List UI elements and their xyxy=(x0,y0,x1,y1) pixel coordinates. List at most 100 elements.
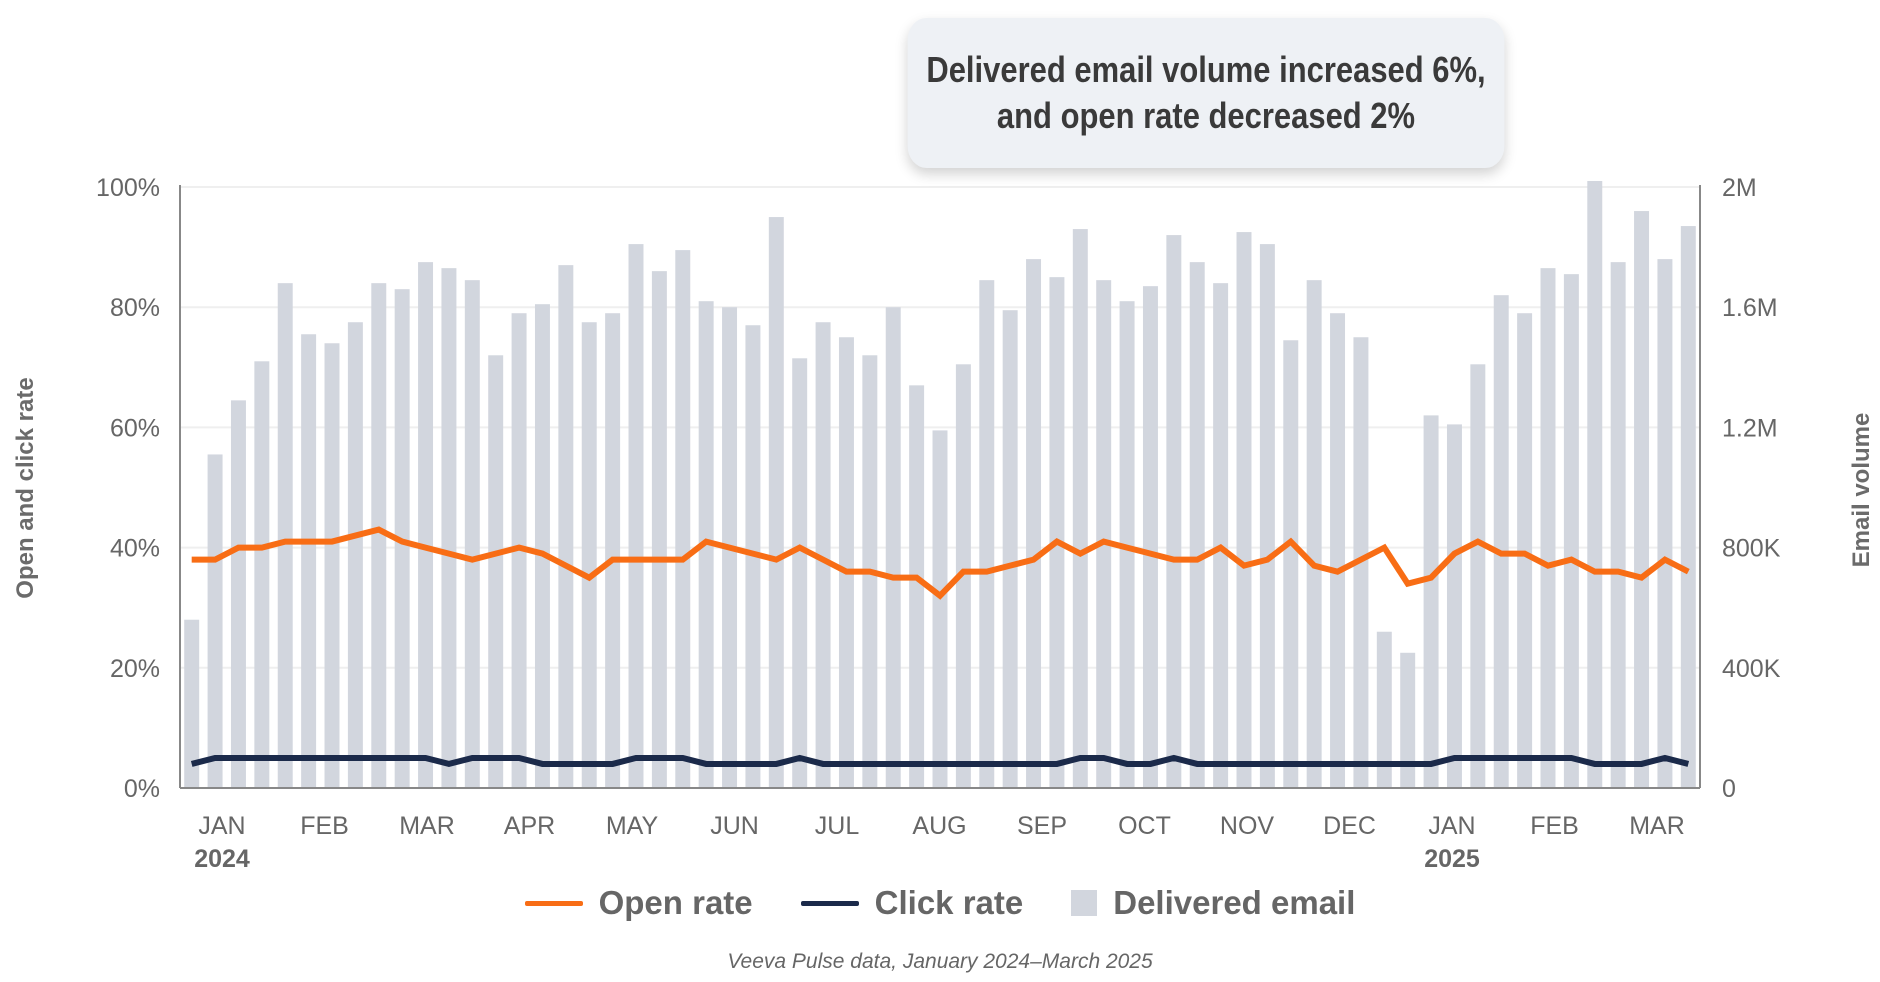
bar-delivered-email xyxy=(651,271,667,788)
bar-delivered-email xyxy=(1259,244,1275,789)
bar-delivered-email xyxy=(418,262,434,788)
year-label: 2024 xyxy=(194,845,250,873)
y2-axis-label: Email volume xyxy=(1848,412,1875,568)
y2-tick-label: 1.2M xyxy=(1722,414,1778,442)
bar-delivered-email xyxy=(1540,268,1556,788)
x-tick-label: JUL xyxy=(815,812,860,840)
bar-delivered-email xyxy=(979,280,995,788)
bar-delivered-email xyxy=(1610,262,1626,788)
bar-delivered-email xyxy=(1680,226,1696,788)
x-tick-label: JAN xyxy=(1428,812,1475,840)
bar-delivered-email xyxy=(324,343,340,788)
y-tick-label: 20% xyxy=(110,655,160,683)
bar-delivered-email xyxy=(558,265,574,788)
bar-delivered-email xyxy=(230,400,246,788)
click-rate-swatch xyxy=(800,900,859,906)
bar-delivered-email xyxy=(955,364,971,788)
bar-delivered-email xyxy=(909,385,925,788)
x-tick-label: OCT xyxy=(1118,812,1171,840)
legend-label: Delivered email xyxy=(1113,884,1356,921)
x-tick-label: JUN xyxy=(710,812,759,840)
legend-delivered-email[interactable]: Delivered email xyxy=(1071,884,1355,922)
y-tick-label: 60% xyxy=(110,414,160,442)
y2-tick-label: 800K xyxy=(1722,535,1781,563)
bar-delivered-email xyxy=(301,334,317,788)
bar-delivered-email xyxy=(768,217,784,789)
bar-delivered-email xyxy=(1213,283,1229,788)
legend-click-rate[interactable]: Click rate xyxy=(800,884,1024,922)
bar-delivered-email xyxy=(1142,286,1158,788)
bar-delivered-email xyxy=(605,313,621,788)
x-tick-label: MAR xyxy=(399,812,455,840)
y-tick-label: 0% xyxy=(124,775,160,803)
bar-delivered-email xyxy=(1446,424,1462,788)
bar-delivered-email xyxy=(628,244,644,789)
legend-open-rate[interactable]: Open rate xyxy=(524,884,753,922)
bar-delivered-email xyxy=(581,322,597,788)
bar-delivered-email xyxy=(885,307,901,788)
open-rate-swatch xyxy=(524,900,583,906)
bar-delivered-email xyxy=(254,361,270,788)
bar-delivered-email xyxy=(1400,652,1416,788)
source-note: Veeva Pulse data, January 2024–March 202… xyxy=(727,950,1153,973)
x-tick-label: AUG xyxy=(912,812,966,840)
bar-delivered-email xyxy=(347,322,363,788)
bar-delivered-email xyxy=(1493,295,1509,788)
bar-delivered-email xyxy=(792,358,808,788)
y-tick-label: 40% xyxy=(110,535,160,563)
bar-delivered-email xyxy=(1072,229,1088,788)
y2-tick-label: 1.6M xyxy=(1722,294,1778,322)
bar-delivered-email xyxy=(1002,310,1018,788)
legend: Open rate Click rate Delivered email xyxy=(0,884,1880,922)
bar-delivered-email xyxy=(464,280,480,788)
bar-delivered-email xyxy=(488,355,504,788)
x-tick-label: MAR xyxy=(1629,812,1685,840)
bar-delivered-email xyxy=(1563,274,1579,788)
bar-delivered-email xyxy=(277,283,293,788)
callout-line-2: and open rate decreased 2% xyxy=(996,95,1416,136)
bar-delivered-email xyxy=(1423,415,1439,788)
bar-delivered-email xyxy=(1517,313,1533,788)
bar-delivered-email xyxy=(1026,259,1042,788)
bar-delivered-email xyxy=(1283,340,1299,788)
x-tick-label: FEB xyxy=(300,812,349,840)
y-axis-label: Open and click rate xyxy=(12,377,39,599)
delivered-email-swatch xyxy=(1071,890,1098,916)
bar-delivered-email xyxy=(534,304,550,788)
x-tick-label: FEB xyxy=(1530,812,1579,840)
bar-delivered-email xyxy=(932,430,948,788)
bar-delivered-email xyxy=(838,337,854,788)
bar-delivered-email xyxy=(441,268,457,788)
bar-delivered-email xyxy=(1634,211,1650,789)
y-tick-label: 100% xyxy=(96,174,160,202)
bar-delivered-email xyxy=(1330,313,1346,788)
bar-delivered-email xyxy=(1049,277,1065,788)
bar-delivered-email xyxy=(1306,280,1322,788)
bar-delivered-email xyxy=(371,283,387,788)
bar-delivered-email xyxy=(1470,364,1486,788)
bar-delivered-email xyxy=(1189,262,1205,788)
legend-label: Click rate xyxy=(874,884,1024,921)
callout-line-1: Delivered email volume increased 6%, xyxy=(926,49,1486,90)
x-tick-label: SEP xyxy=(1017,812,1067,840)
x-tick-label: MAY xyxy=(606,812,659,840)
bar-delivered-email xyxy=(1236,232,1252,788)
bar-delivered-email xyxy=(1587,180,1603,789)
x-tick-label: DEC xyxy=(1323,812,1376,840)
y2-tick-label: 2M xyxy=(1722,174,1757,202)
x-tick-label: APR xyxy=(504,812,555,840)
bar-delivered-email xyxy=(184,619,200,788)
y2-tick-label: 400K xyxy=(1722,655,1781,683)
y2-tick-label: 0 xyxy=(1722,775,1736,803)
bar-delivered-email xyxy=(815,322,831,788)
bar-delivered-email xyxy=(207,454,223,788)
callout-box: Delivered email volume increased 6%, and… xyxy=(907,18,1505,168)
x-tick-label: NOV xyxy=(1220,812,1275,840)
y-tick-label: 80% xyxy=(110,294,160,322)
year-label: 2025 xyxy=(1424,845,1480,873)
bar-delivered-email xyxy=(1166,235,1182,788)
bar-delivered-email xyxy=(1376,631,1392,788)
bar-delivered-email xyxy=(675,250,691,789)
bar-delivered-email xyxy=(1657,259,1673,788)
